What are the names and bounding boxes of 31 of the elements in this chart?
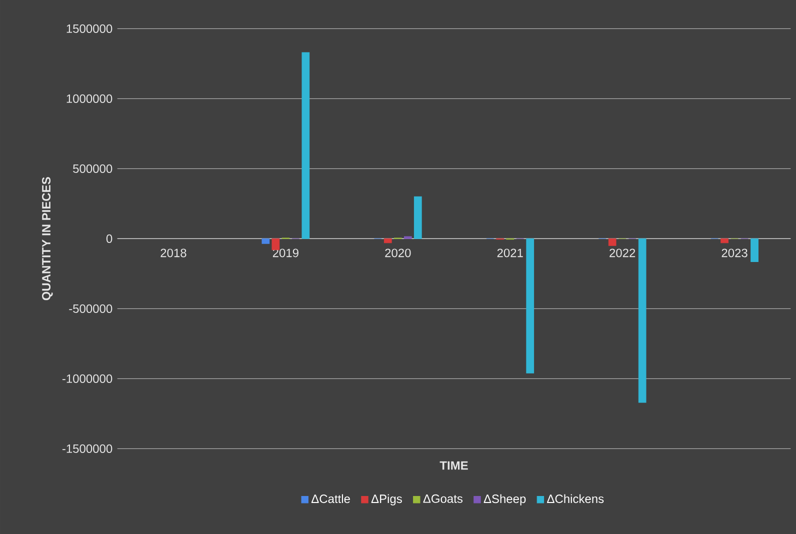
bar: [302, 52, 310, 239]
y-tick-label: 1500000: [66, 24, 112, 33]
y-axis-title: QUANTITY IN PIECES: [42, 177, 53, 300]
x-tick-label: 2020: [385, 248, 411, 258]
y-tick-label: -1500000: [62, 444, 112, 453]
legend-label: ΔPigs: [371, 494, 402, 506]
y-tick-label: 1000000: [66, 94, 112, 103]
bar: [414, 196, 422, 239]
x-tick-label: 2021: [497, 248, 523, 258]
y-tick-label: -500000: [69, 304, 112, 313]
bar: [404, 236, 412, 239]
x-axis-title: TIME: [440, 461, 468, 470]
legend-label: ΔCattle: [311, 494, 350, 504]
y-tick-label: 0: [106, 234, 112, 243]
x-tick-label: 2023: [722, 248, 748, 258]
bar: [608, 238, 616, 246]
bar: [720, 238, 728, 244]
legend-label: ΔSheep: [484, 494, 526, 506]
y-tick-label: -1000000: [62, 374, 112, 383]
y-tick-label: 500000: [73, 164, 112, 173]
bar: [750, 238, 758, 262]
legend-label: ΔChickens: [547, 494, 604, 504]
x-tick-label: 2022: [610, 248, 636, 258]
bar: [526, 238, 534, 374]
bar: [638, 238, 646, 403]
x-tick-label: 2018: [160, 248, 186, 258]
bar: [262, 238, 270, 244]
bar: [384, 238, 392, 244]
legend-label: ΔGoats: [423, 494, 462, 503]
bar: [272, 238, 280, 250]
x-tick-label: 2019: [272, 248, 298, 258]
